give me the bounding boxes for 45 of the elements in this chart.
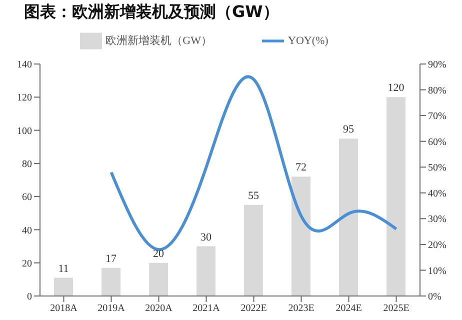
bar [54,278,73,296]
x-tick-label: 2020A [145,303,174,314]
y2-tick-label: 60% [428,136,446,148]
y2-tick-label: 90% [428,60,446,71]
bar [386,97,406,296]
bar [292,176,310,296]
data-label: 72 [296,162,306,174]
bar [149,262,168,296]
y2-tick-label: 80% [428,85,446,96]
x-tick-label: 2025E [383,303,410,314]
x-tick-label: 2018A [50,303,78,314]
x-tick-label: 2021A [192,303,221,314]
data-label: 20 [153,248,164,260]
data-label: 95 [343,124,354,136]
bar [339,138,358,296]
y-tick-label: 80 [22,158,32,170]
y2-tick-label: 30% [428,214,446,226]
data-label: 11 [58,262,69,275]
x-tick-label: 2022E [240,303,267,314]
chart-title: 图表：欧洲新增装机及预测（GW） [23,1,280,23]
data-label: 17 [106,252,117,265]
y2-tick-label: 10% [428,266,446,277]
data-label: 30 [200,231,212,244]
y-tick-label: 60 [22,192,32,204]
legend-label: 欧洲新增装机（GW） [106,34,212,47]
bar [244,204,263,296]
y2-tick-label: 0% [428,292,442,303]
y2-tick-label: 70% [428,111,446,122]
y-tick-label: 140 [17,60,32,71]
y-tick-label: 120 [17,92,32,104]
y2-tick-label: 20% [428,240,446,251]
y-tick-label: 40 [22,225,32,236]
data-label: 55 [248,190,260,202]
x-tick-label: 2019A [98,303,126,314]
bar [102,268,120,296]
y-tick-label: 100 [17,126,32,137]
x-tick-label: 2023E [288,303,314,314]
legend-label: YOY(%) [288,34,328,47]
bar [196,246,216,296]
y-tick-label: 0 [27,292,32,303]
data-label: 120 [388,82,405,94]
y2-tick-label: 40% [428,188,446,200]
y-tick-label: 20 [22,258,32,270]
y2-tick-label: 50% [428,162,446,174]
x-tick-label: 2024E [336,303,362,314]
